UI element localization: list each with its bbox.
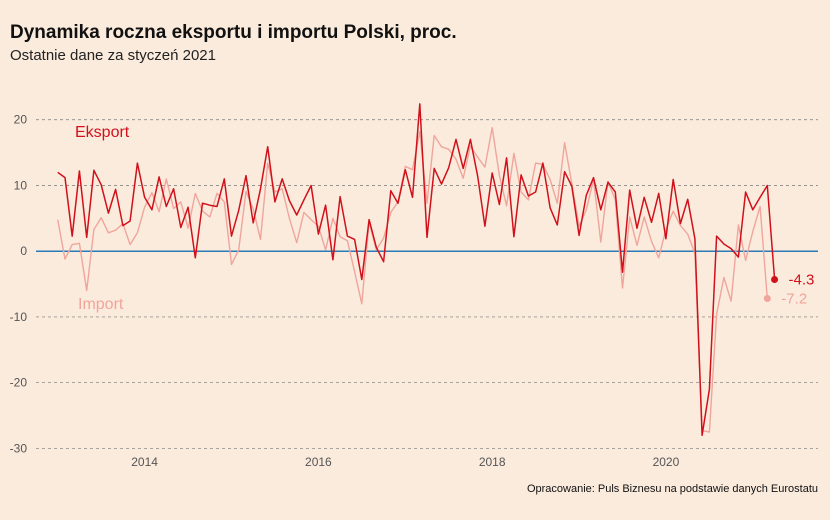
end-label-export: -4.3 (789, 271, 815, 288)
end-point-export (771, 275, 779, 283)
x-tick-label: 2020 (653, 455, 680, 469)
grid-layer (36, 119, 818, 449)
series-layer: -7.2 -4.3 (57, 103, 815, 437)
y-tick-label: 0 (20, 244, 27, 258)
x-tick-label: 2018 (479, 455, 506, 469)
y-tick-label: -30 (10, 441, 28, 455)
source-note: Opracowanie: Puls Biznesu na podstawie d… (526, 483, 818, 495)
axis-layer: 20 10 0 -10 -20 -30 2014 2016 2018 2020 (10, 113, 680, 469)
y-tick-label: 10 (14, 178, 28, 192)
end-label-import: -7.2 (781, 291, 807, 308)
chart-subtitle: Ostatnie dane za styczeń 2021 (10, 47, 216, 64)
x-tick-label: 2016 (305, 455, 332, 469)
y-tick-label: -10 (10, 310, 28, 324)
series-line-import (57, 126, 768, 433)
end-point-import (763, 295, 771, 303)
series-line-export (57, 103, 776, 437)
series-label-import: Import (78, 296, 124, 313)
y-tick-label: 20 (14, 113, 28, 127)
y-tick-label: -20 (10, 376, 28, 390)
series-label-export: Eksport (75, 124, 130, 141)
chart-title: Dynamika roczna eksportu i importu Polsk… (10, 22, 457, 43)
x-tick-label: 2014 (131, 455, 158, 469)
